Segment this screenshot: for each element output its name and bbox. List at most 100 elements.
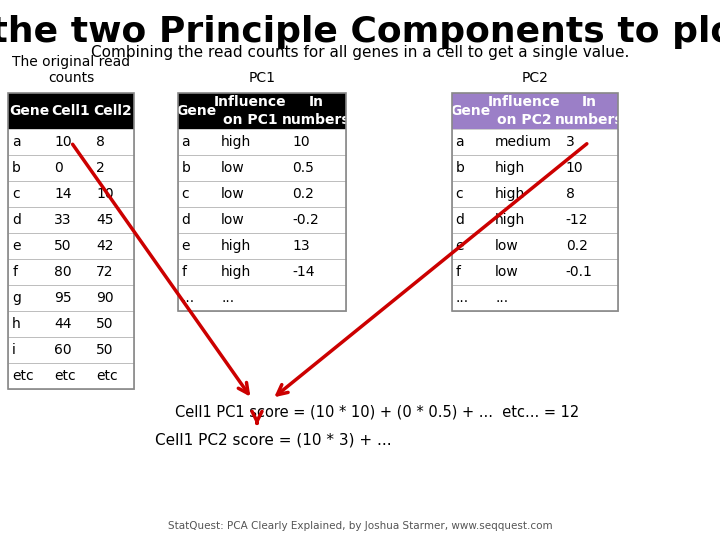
Text: ...: ... [181,291,194,305]
Text: a: a [181,135,190,149]
Text: 0.5: 0.5 [292,161,314,175]
Text: 50: 50 [54,239,72,253]
Bar [8,207,134,233]
Text: 10: 10 [96,187,114,201]
Text: 10: 10 [54,135,72,149]
Text: -12: -12 [566,213,588,227]
Text: 60: 60 [54,343,72,357]
Text: a: a [456,135,464,149]
Text: i: i [12,343,16,357]
Text: StatQuest: PCA Clearly Explained, by Joshua Starmer, www.seqquest.com: StatQuest: PCA Clearly Explained, by Jos… [168,521,552,531]
Text: b: b [181,161,191,175]
Text: 8: 8 [96,135,105,149]
Text: -14: -14 [292,265,315,279]
Bar [178,285,346,311]
Text: PC2: PC2 [521,71,549,85]
Text: low: low [221,213,245,227]
Text: 90: 90 [96,291,114,305]
Text: In
numbers: In numbers [282,96,351,127]
Bar [178,181,346,207]
Text: Gene: Gene [450,104,490,118]
Text: 44: 44 [54,317,72,331]
Text: 72: 72 [96,265,114,279]
Bar [178,129,346,155]
Text: d: d [181,213,191,227]
Bar [452,181,618,207]
Text: f: f [181,265,186,279]
Text: a: a [12,135,21,149]
Text: high: high [495,187,526,201]
Text: Gene: Gene [9,104,49,118]
Text: e: e [181,239,190,253]
Text: d: d [12,213,21,227]
Text: low: low [221,187,245,201]
Text: high: high [495,161,526,175]
Text: high: high [221,265,251,279]
Bar [452,207,618,233]
Text: ...: ... [495,291,508,305]
Text: low: low [495,265,519,279]
Bar [452,93,618,129]
Text: 2: 2 [96,161,105,175]
Text: h: h [12,317,21,331]
Text: etc: etc [12,369,34,383]
Bar [178,233,346,259]
Text: 50: 50 [96,317,114,331]
Text: e: e [456,239,464,253]
Text: 14: 14 [54,187,72,201]
Text: 80: 80 [54,265,72,279]
Text: 10: 10 [292,135,310,149]
Text: c: c [181,187,189,201]
Bar [8,93,134,129]
Bar [452,285,618,311]
Text: 3: 3 [566,135,575,149]
Text: 45: 45 [96,213,114,227]
Text: Gene: Gene [176,104,216,118]
Text: Cell1 PC2 score = (10 * 3) + ...: Cell1 PC2 score = (10 * 3) + ... [155,433,392,448]
Bar [178,93,346,311]
Text: 0: 0 [54,161,63,175]
Bar [178,259,346,285]
Text: etc: etc [96,369,118,383]
Bar [452,233,618,259]
Text: Influence
on PC1: Influence on PC1 [214,96,287,127]
Text: f: f [12,265,17,279]
Text: -0.2: -0.2 [292,213,319,227]
Text: Cell1: Cell1 [52,104,91,118]
Bar [8,155,134,181]
Bar [8,363,134,389]
Text: Cell2: Cell2 [94,104,132,118]
Text: low: low [221,161,245,175]
Text: high: high [221,239,251,253]
Text: Influence
on PC2: Influence on PC2 [487,96,560,127]
Text: high: high [221,135,251,149]
Text: ...: ... [221,291,234,305]
Text: c: c [12,187,20,201]
Bar [8,311,134,337]
Text: Cell1 PC1 score = (10 * 10) + (0 * 0.5) + ...  etc... = 12: Cell1 PC1 score = (10 * 10) + (0 * 0.5) … [175,404,580,420]
Bar [452,155,618,181]
Bar [452,93,618,311]
Text: c: c [456,187,463,201]
Text: low: low [495,239,519,253]
Text: e: e [12,239,21,253]
Bar [452,129,618,155]
Bar [178,155,346,181]
Text: Using the two Principle Components to plot cells: Using the two Principle Components to pl… [0,15,720,49]
Text: The original read
counts: The original read counts [12,55,130,85]
Text: 95: 95 [54,291,72,305]
Text: 13: 13 [292,239,310,253]
Bar [178,207,346,233]
Text: d: d [456,213,464,227]
Text: f: f [456,265,461,279]
Bar [178,93,346,129]
Bar [452,259,618,285]
Text: b: b [456,161,464,175]
Text: high: high [495,213,526,227]
Bar [8,259,134,285]
Bar [8,233,134,259]
Text: 8: 8 [566,187,575,201]
Text: 0.2: 0.2 [292,187,314,201]
Text: PC1: PC1 [248,71,276,85]
Text: 0.2: 0.2 [566,239,588,253]
